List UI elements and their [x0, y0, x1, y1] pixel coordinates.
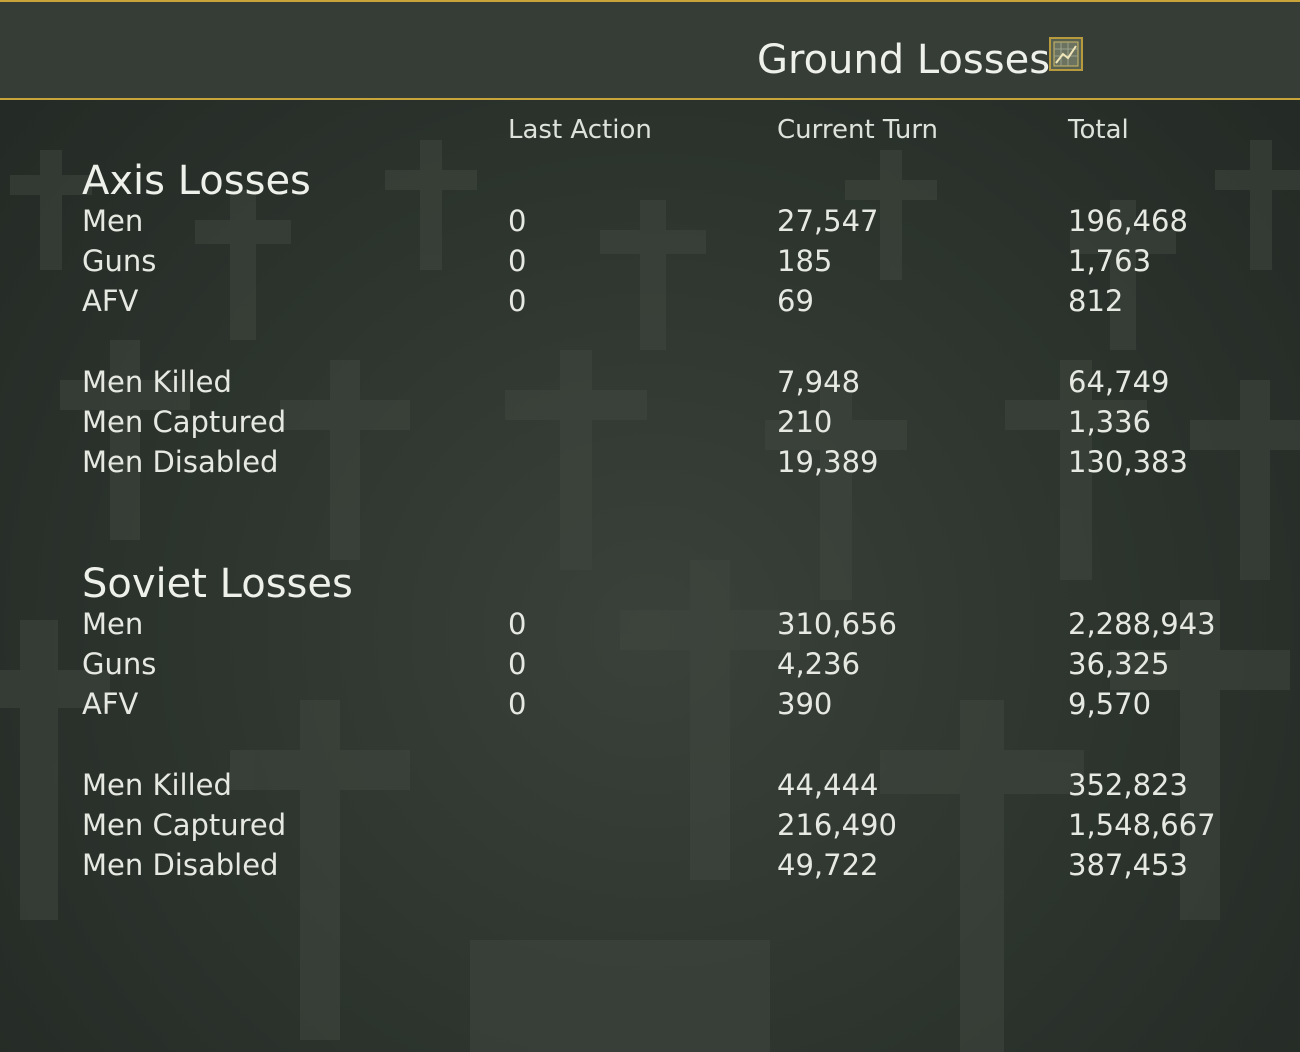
current-turn-value: 4,236: [777, 647, 861, 681]
column-header-total: Total: [1068, 115, 1129, 145]
total-value: 36,325: [1068, 647, 1170, 681]
row-label: Guns: [82, 647, 157, 681]
total-value: 812: [1068, 284, 1124, 318]
current-turn-value: 185: [777, 244, 833, 278]
last-action-value: 0: [508, 204, 527, 238]
last-action-value: 0: [508, 244, 527, 278]
chart-icon: [1053, 41, 1079, 67]
total-value: 387,453: [1068, 848, 1188, 882]
total-value: 1,763: [1068, 244, 1152, 278]
current-turn-value: 49,722: [777, 848, 879, 882]
current-turn-value: 44,444: [777, 768, 879, 802]
current-turn-value: 216,490: [777, 808, 897, 842]
page-title: Ground Losses: [757, 37, 1051, 83]
total-value: 2,288,943: [1068, 607, 1216, 641]
row-label: Men Captured: [82, 808, 287, 842]
row-label: Men: [82, 607, 144, 641]
row-label: Men Killed: [82, 365, 232, 399]
soviet-losses-title: Soviet Losses: [82, 561, 353, 607]
axis-losses-title: Axis Losses: [82, 158, 311, 204]
row-label: Guns: [82, 244, 157, 278]
total-value: 196,468: [1068, 204, 1188, 238]
row-label: Men Captured: [82, 405, 287, 439]
row-label: Men: [82, 204, 144, 238]
last-action-value: 0: [508, 284, 527, 318]
current-turn-value: 69: [777, 284, 814, 318]
current-turn-value: 310,656: [777, 607, 897, 641]
row-label: AFV: [82, 687, 139, 721]
column-header-last-action: Last Action: [508, 115, 652, 145]
total-value: 130,383: [1068, 445, 1188, 479]
total-value: 9,570: [1068, 687, 1152, 721]
current-turn-value: 27,547: [777, 204, 879, 238]
row-label: AFV: [82, 284, 139, 318]
row-label: Men Disabled: [82, 445, 279, 479]
current-turn-value: 210: [777, 405, 833, 439]
row-label: Men Killed: [82, 768, 232, 802]
last-action-value: 0: [508, 687, 527, 721]
current-turn-value: 19,389: [777, 445, 879, 479]
total-value: 1,548,667: [1068, 808, 1216, 842]
total-value: 1,336: [1068, 405, 1152, 439]
row-label: Men Disabled: [82, 848, 279, 882]
current-turn-value: 390: [777, 687, 833, 721]
total-value: 352,823: [1068, 768, 1188, 802]
current-turn-value: 7,948: [777, 365, 861, 399]
title-bar: Ground Losses: [0, 0, 1300, 100]
total-value: 64,749: [1068, 365, 1170, 399]
last-action-value: 0: [508, 607, 527, 641]
column-header-current-turn: Current Turn: [777, 115, 939, 145]
chart-button[interactable]: [1049, 37, 1083, 71]
last-action-value: 0: [508, 647, 527, 681]
